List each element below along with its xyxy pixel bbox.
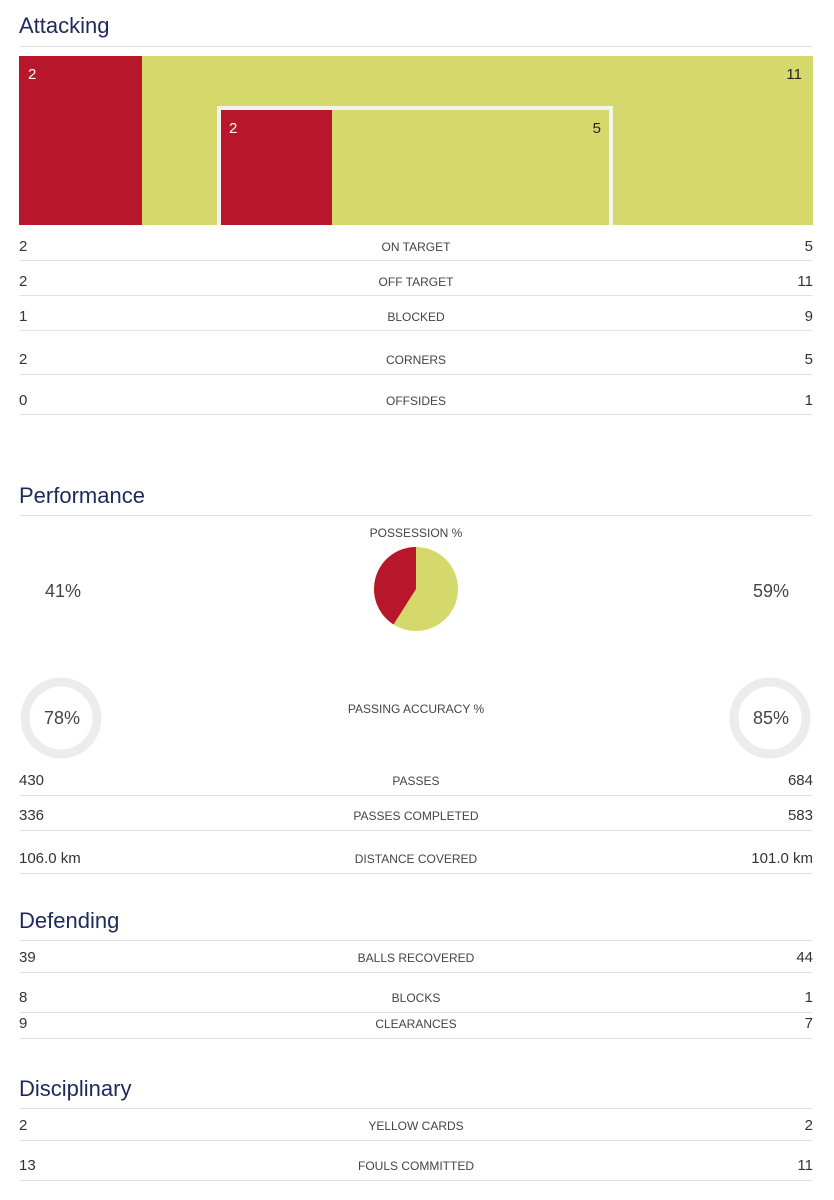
home-total-shots-bar [19, 56, 142, 225]
away-value: 1 [804, 989, 813, 1006]
home-on-target-value: 2 [229, 120, 238, 137]
stat-row-balls-recovered: 39 BALLS RECOVERED 44 [19, 948, 813, 968]
away-value: 1 [804, 392, 813, 409]
home-value: 0 [19, 392, 28, 409]
away-value: 583 [787, 807, 813, 824]
stat-row-offsides: 0 OFFSIDES 1 [19, 391, 813, 411]
divider [19, 1180, 813, 1181]
away-value: 44 [796, 949, 813, 966]
away-value: 5 [804, 238, 813, 255]
away-value: 9 [804, 308, 813, 325]
home-value: 13 [19, 1157, 36, 1174]
away-value: 11 [797, 1157, 813, 1174]
away-value: 684 [787, 772, 813, 789]
stat-row-on-target: 2 ON TARGET 5 [19, 237, 813, 257]
home-value: 9 [19, 1015, 28, 1032]
divider [19, 972, 813, 973]
home-possession-value: 41% [45, 581, 82, 601]
home-value: 430 [19, 772, 45, 789]
home-passing-accuracy-value: 78% [44, 708, 81, 728]
passing-accuracy-label: PASSING ACCURACY % [347, 702, 485, 716]
divider [19, 830, 813, 831]
away-passing-accuracy-value: 85% [753, 708, 790, 728]
stat-label: BALLS RECOVERED [357, 951, 475, 965]
away-possession-value: 59% [753, 581, 790, 601]
goal-frame: 2 5 [217, 106, 613, 225]
divider [19, 1038, 813, 1039]
home-total-shots-value: 2 [28, 66, 37, 83]
away-value: 7 [804, 1015, 813, 1032]
stat-label: CLEARANCES [375, 1017, 457, 1031]
divider [19, 1108, 813, 1109]
home-value: 2 [19, 1117, 28, 1134]
stat-row-corners: 2 CORNERS 5 [19, 350, 813, 370]
stat-row-blocked: 1 BLOCKED 9 [19, 307, 813, 327]
attacking-title: Attacking [19, 13, 110, 38]
divider [19, 414, 813, 415]
away-value: 11 [797, 273, 813, 290]
stat-row-clearances: 9 CLEARANCES 7 [19, 1014, 813, 1034]
stat-label: BLOCKS [391, 991, 441, 1005]
home-value: 2 [19, 238, 28, 255]
stat-label: BLOCKED [387, 310, 445, 324]
away-value: 2 [804, 1117, 813, 1134]
possession-pie-chart [373, 547, 458, 631]
donut-track [729, 677, 811, 759]
divider [19, 46, 813, 47]
home-value: 106.0 km [19, 850, 81, 867]
stat-row-blocks: 8 BLOCKS 1 [19, 988, 813, 1008]
stat-label: FOULS COMMITTED [358, 1159, 474, 1173]
donut-track [20, 677, 102, 759]
stat-label: PASSES [392, 774, 440, 788]
away-value: 101.0 km [751, 850, 813, 867]
stat-row-fouls-committed: 13 FOULS COMMITTED 11 [19, 1156, 813, 1176]
stat-label: YELLOW CARDS [368, 1119, 464, 1133]
home-value: 39 [19, 949, 36, 966]
away-passing-accuracy-donut [729, 677, 811, 759]
home-on-target-bar [221, 110, 332, 225]
divider [19, 873, 813, 874]
stat-label: CORNERS [385, 353, 446, 367]
divider [19, 260, 813, 261]
possession-label: POSSESSION % [369, 526, 463, 540]
home-value: 8 [19, 989, 28, 1006]
divider [19, 940, 813, 941]
home-value: 2 [19, 351, 28, 368]
stat-row-off-target: 2 OFF TARGET 11 [19, 272, 813, 292]
divider [19, 330, 813, 331]
away-on-target-value: 5 [592, 120, 601, 137]
divider [19, 374, 813, 375]
divider [19, 795, 813, 796]
away-total-shots-value: 11 [786, 66, 802, 83]
stat-label: ON TARGET [381, 240, 451, 254]
home-value: 336 [19, 807, 45, 824]
performance-title: Performance [19, 483, 145, 508]
home-value: 2 [19, 273, 28, 290]
divider [19, 1012, 813, 1013]
divider [19, 515, 813, 516]
stat-row-yellow-cards: 2 YELLOW CARDS 2 [19, 1116, 813, 1136]
home-passing-accuracy-donut [20, 677, 102, 759]
home-value: 1 [19, 308, 28, 325]
stat-label: OFF TARGET [378, 275, 454, 289]
disciplinary-title: Disciplinary [19, 1076, 132, 1101]
away-value: 5 [804, 351, 813, 368]
home-possession-slice [374, 547, 416, 625]
stat-label: OFFSIDES [385, 394, 446, 408]
stat-row-passes-completed: 336 PASSES COMPLETED 583 [19, 806, 813, 826]
stat-label: DISTANCE COVERED [354, 852, 478, 866]
stat-label: PASSES COMPLETED [353, 809, 479, 823]
stat-row-passes: 430 PASSES 684 [19, 771, 813, 791]
divider [19, 295, 813, 296]
divider [19, 1140, 813, 1141]
defending-title: Defending [19, 908, 120, 933]
shots-graphic: 2 11 2 5 [19, 56, 813, 225]
stat-row-distance-covered: 106.0 km DISTANCE COVERED 101.0 km [19, 849, 813, 869]
